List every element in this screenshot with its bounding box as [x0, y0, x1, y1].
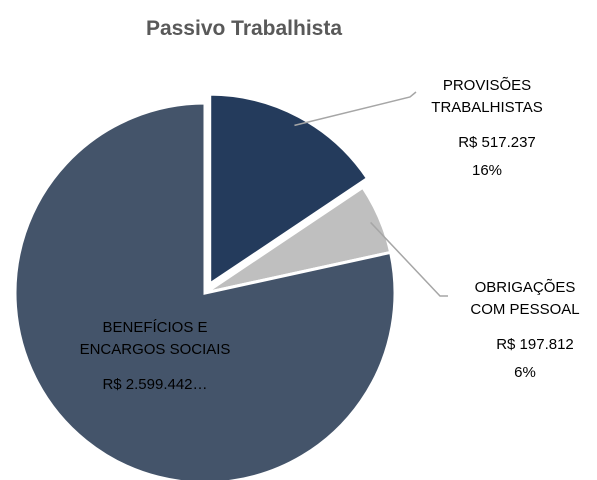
category-label: BENEFÍCIOS E ENCARGOS SOCIAIS [80, 319, 231, 358]
percent-label: 16% [472, 162, 502, 179]
value-label: R$ 197.812 [496, 336, 574, 353]
category-label: OBRIGAÇÕES COM PESSOAL [470, 279, 579, 318]
value-label: R$ 517.237 [458, 134, 536, 151]
category-label: PROVISÕES TRABALHISTAS [431, 77, 542, 116]
leader-line [370, 221, 448, 297]
chart-title: Passivo Trabalhista [146, 17, 342, 40]
pie-slice [13, 101, 397, 480]
pie-slice [208, 92, 370, 287]
percent-label: 6% [514, 364, 536, 381]
value-label: R$ 2.599.442… [102, 376, 207, 393]
leader-line [294, 91, 417, 127]
